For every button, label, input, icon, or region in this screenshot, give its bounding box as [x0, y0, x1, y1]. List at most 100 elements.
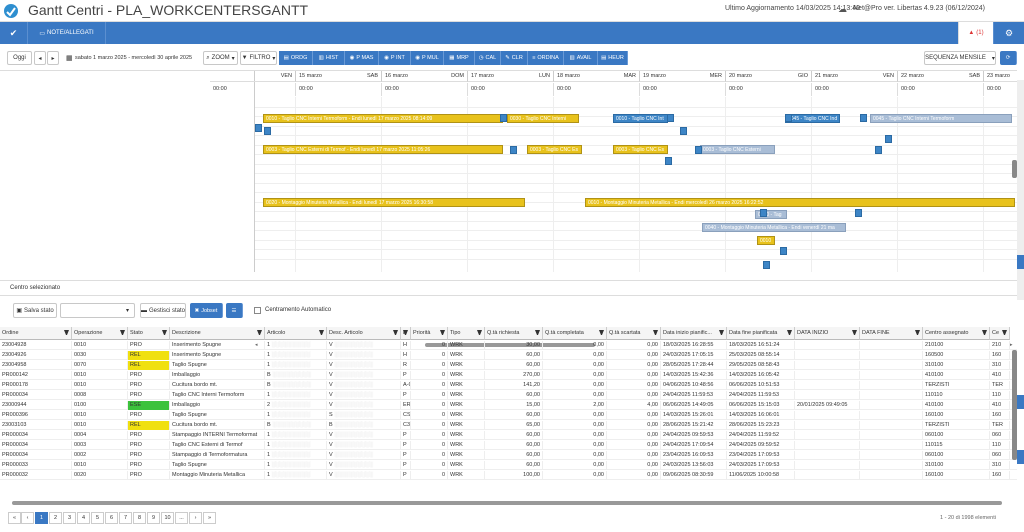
- table-column-header[interactable]: Descrizione: [170, 327, 265, 340]
- gantt-task-bar[interactable]: 0045 - Taglio CNC Interni Termoform: [870, 114, 1012, 123]
- gantt-task-bar[interactable]: 0010 - Taglio CNC Int: [613, 114, 668, 123]
- table-vertical-scrollbar[interactable]: [1012, 350, 1017, 460]
- gantt-task-bar[interactable]: 0010: [757, 236, 775, 245]
- gantt-task-bar[interactable]: 0003 - Taglio CNC Es: [613, 145, 668, 154]
- table-column-header[interactable]: Tipo: [448, 327, 485, 340]
- prev-button[interactable]: ◂: [34, 51, 46, 65]
- table-row[interactable]: PR000034 0008 PRO Taglio CNC Interni Termof…: [0, 391, 1017, 400]
- prev-page-button[interactable]: ‹: [21, 512, 34, 524]
- resource-row[interactable]: [0, 164, 254, 173]
- resource-row[interactable]: [0, 259, 254, 268]
- gantt-small-task[interactable]: [665, 157, 672, 165]
- page-5-button[interactable]: 5: [91, 512, 104, 524]
- gantt-horizontal-scrollbar[interactable]: ◂ ▸: [255, 342, 1013, 348]
- filter-icon[interactable]: [403, 330, 408, 335]
- gantt-small-task[interactable]: [667, 114, 674, 122]
- page-11-button[interactable]: ...: [175, 512, 188, 524]
- table-row[interactable]: PR000034 0004 PRO Stampaggio INTERNI Termof…: [0, 431, 1017, 440]
- gantt-small-task[interactable]: [780, 247, 787, 255]
- toolbar-avail-button[interactable]: ▥ AVAIL: [564, 51, 598, 65]
- settings-button[interactable]: ⚙: [994, 22, 1024, 44]
- filter-icon[interactable]: [64, 330, 69, 335]
- table-column-header[interactable]: Data fine pianificata: [727, 327, 795, 340]
- gantt-task-bar[interactable]: 0003 - Taglio CNC Esterni: [700, 145, 775, 154]
- save-state-button[interactable]: ▣ Salva stato: [13, 303, 57, 318]
- next-button[interactable]: ▸: [47, 51, 59, 65]
- gantt-small-task[interactable]: [785, 114, 792, 122]
- toolbar-cal-button[interactable]: ◷ CAL: [475, 51, 501, 65]
- next-page-button[interactable]: ›: [189, 512, 202, 524]
- list-view-button[interactable]: ☰: [226, 303, 243, 318]
- page-7-button[interactable]: 7: [119, 512, 132, 524]
- refresh-button[interactable]: ⟳: [1000, 51, 1017, 65]
- resource-row[interactable]: [0, 145, 254, 154]
- gantt-small-task[interactable]: [763, 261, 770, 269]
- resource-row[interactable]: [0, 116, 254, 125]
- table-column-header[interactable]: Q.tà scartata: [607, 327, 661, 340]
- table-row[interactable]: 23004958 0070 REL Taglio Spugne 1 ░░░░░░░░░░…: [0, 361, 1017, 370]
- resource-row[interactable]: [0, 173, 254, 182]
- page-2-button[interactable]: 2: [49, 512, 62, 524]
- page-8-button[interactable]: 8: [133, 512, 146, 524]
- table-row[interactable]: 23003103 0010 REL Cucitura bordo mt. B ░░░░░…: [0, 421, 1017, 430]
- filter-icon[interactable]: [535, 330, 540, 335]
- toolbar-p-mul-button[interactable]: ◉ P MUL: [411, 51, 444, 65]
- toolbar-ordg-button[interactable]: ▤ ORDG: [279, 51, 313, 65]
- gantt-vertical-scrollbar[interactable]: [1012, 160, 1017, 178]
- table-column-header[interactable]: E: [401, 327, 411, 340]
- page-9-button[interactable]: 9: [147, 512, 160, 524]
- filter-icon[interactable]: [599, 330, 604, 335]
- zoom-dropdown[interactable]: ⌕ ZOOM ▾: [203, 51, 238, 65]
- gantt-task-bar[interactable]: 0030 - Taglio CNC Interni: [507, 114, 579, 123]
- resource-row[interactable]: [0, 154, 254, 163]
- gantt-task-bar[interactable]: 0020 - Montaggio Minuteria Metallica - E…: [263, 198, 525, 207]
- today-button[interactable]: Oggi: [7, 51, 32, 65]
- table-row[interactable]: 23004928 0010 PRO Inserimento Spugne 1 ░░░░░…: [0, 341, 1017, 350]
- resource-row[interactable]: [0, 97, 254, 106]
- gantt-small-task[interactable]: [860, 114, 867, 122]
- notes-attachments-button[interactable]: ▭ NOTE/ALLEGATI: [28, 22, 106, 44]
- toolbar-ordina-button[interactable]: ≡ ORDINA: [528, 51, 564, 65]
- gantt-small-task[interactable]: [500, 114, 507, 122]
- filter-icon[interactable]: [393, 330, 398, 335]
- gantt-small-task[interactable]: [255, 124, 262, 132]
- page-10-button[interactable]: 10: [161, 512, 174, 524]
- table-column-header[interactable]: Articolo: [265, 327, 327, 340]
- filter-icon[interactable]: [120, 330, 125, 335]
- toolbar-mrp-button[interactable]: ▦ MRP: [444, 51, 475, 65]
- toolbar-clr-button[interactable]: ✎ CLR: [501, 51, 528, 65]
- gantt-small-task[interactable]: [875, 146, 882, 154]
- side-tab-button[interactable]: [1017, 395, 1024, 409]
- resource-row[interactable]: [0, 126, 254, 135]
- table-row[interactable]: PR000034 0002 PRO Stampaggio di Termoformat…: [0, 451, 1017, 460]
- gantt-small-task[interactable]: [680, 127, 687, 135]
- gantt-task-bar[interactable]: 0010 - Montaggio Minuteria Metallica - E…: [585, 198, 1015, 207]
- gantt-task-bar[interactable]: 0040 - Montaggio Minuteria Metallica - E…: [702, 223, 846, 232]
- auto-center-checkbox[interactable]: [254, 307, 261, 314]
- resource-row[interactable]: [0, 183, 254, 192]
- toolbar-p-int-button[interactable]: ◉ P INT: [379, 51, 411, 65]
- gantt-small-task[interactable]: [695, 146, 702, 154]
- table-row[interactable]: PR000178 0010 PRO Cucitura bordo mt. B ░░░░░…: [0, 381, 1017, 390]
- table-column-header[interactable]: Data inizio pianific...: [661, 327, 727, 340]
- side-tab-button[interactable]: [1017, 450, 1024, 464]
- gantt-task-bar[interactable]: 0003 - Taglio CNC Es: [527, 145, 582, 154]
- gantt-small-task[interactable]: [885, 135, 892, 143]
- table-column-header[interactable]: Stato: [128, 327, 170, 340]
- resource-row[interactable]: [0, 202, 254, 211]
- last-page-button[interactable]: »: [203, 512, 216, 524]
- table-row[interactable]: PR000142 0010 PRO Imballaggio B ░░░░░░░░░░ V …: [0, 371, 1017, 380]
- gantt-task-bar[interactable]: 0003 - Taglio CNC Esterni di Termof - En…: [263, 145, 503, 154]
- table-column-header[interactable]: Q.tà completata: [543, 327, 607, 340]
- sequence-dropdown[interactable]: SEQUENZA MENSILE ▾: [924, 51, 996, 65]
- gantt-small-task[interactable]: [264, 127, 271, 135]
- state-select[interactable]: ▾: [60, 303, 135, 318]
- table-row[interactable]: 23004926 0030 REL Inserimento Spugne 1 ░░░░░…: [0, 351, 1017, 360]
- first-page-button[interactable]: «: [8, 512, 21, 524]
- gantt-small-task[interactable]: [855, 209, 862, 217]
- gantt-small-task[interactable]: [510, 146, 517, 154]
- filter-icon[interactable]: [653, 330, 658, 335]
- page-4-button[interactable]: 4: [77, 512, 90, 524]
- table-horizontal-scrollbar[interactable]: [0, 500, 1017, 506]
- table-column-header[interactable]: Priorità: [411, 327, 448, 340]
